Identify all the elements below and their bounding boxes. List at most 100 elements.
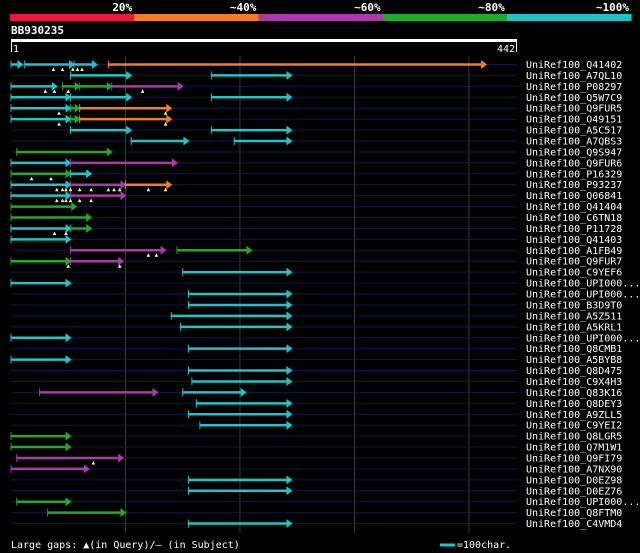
legend-label: ~60%	[354, 1, 381, 14]
hit-arrowhead	[65, 191, 72, 201]
hit-name[interactable]: UniRef100_Q41404	[526, 202, 622, 213]
hit-name[interactable]: UniRef100_Q06841	[526, 191, 622, 202]
hit-name[interactable]: UniRef100_P11728	[526, 224, 622, 235]
hit-row[interactable]: UniRef100_C9X4H3	[11, 376, 622, 388]
hit-name[interactable]: UniRef100_Q8FTM0	[526, 508, 622, 519]
hit-name[interactable]: UniRef100_C9YEF6	[526, 268, 622, 279]
hit-arrowhead	[286, 136, 293, 146]
hit-name[interactable]: UniRef100_C9YEI2	[526, 421, 622, 432]
hit-name[interactable]: UniRef100_UPI000...	[526, 290, 640, 301]
hit-name[interactable]: UniRef100_D0EZ76	[526, 486, 622, 497]
hit-row[interactable]: UniRef100_Q83K16	[11, 387, 622, 399]
hit-name[interactable]: UniRef100_Q9FUR5	[526, 104, 622, 115]
hit-name[interactable]: UniRef100_Q8CMB1	[526, 344, 622, 355]
hit-row[interactable]: UniRef100_A5C517	[11, 125, 622, 137]
hit-row[interactable]: UniRef100_A1FB49	[11, 245, 622, 257]
hit-name[interactable]: UniRef100_A7QL10	[526, 71, 622, 82]
hit-row[interactable]: UniRef100_A7QBS3	[11, 136, 622, 148]
hit-name[interactable]: UniRef100_A1FB49	[526, 246, 622, 257]
hit-name[interactable]: UniRef100_Q8DEY3	[526, 399, 622, 410]
hit-arrowhead	[65, 169, 72, 179]
hit-arrowhead	[91, 60, 98, 69]
hit-name[interactable]: UniRef100_C4VMD4	[526, 519, 622, 530]
hit-name[interactable]: UniRef100_Q41403	[526, 235, 622, 246]
query-gap-marker	[54, 187, 59, 192]
query-gap-marker	[117, 187, 122, 192]
hit-row[interactable]: UniRef100_O49151	[10, 114, 622, 126]
query-ruler: BB930235 1 442	[11, 24, 517, 55]
hit-name[interactable]: UniRef100_A5KRL1	[526, 322, 622, 333]
hit-name[interactable]: UniRef100_A5C517	[526, 126, 622, 137]
query-gap-marker	[43, 89, 48, 93]
hit-row[interactable]: UniRef100_C9YEI2	[11, 420, 622, 432]
hit-row[interactable]: UniRef100_C6TN18	[10, 213, 622, 224]
hit-name[interactable]: UniRef100_Q8LGR5	[526, 432, 622, 443]
hit-name[interactable]: UniRef100_UPI000...	[526, 497, 640, 508]
hit-row[interactable]: UniRef100_A5BYB8	[10, 355, 622, 366]
hit-name[interactable]: UniRef100_Q9FUR6	[526, 158, 622, 169]
hit-row[interactable]: UniRef100_C9YEF6	[11, 267, 622, 279]
hit-name[interactable]: UniRef100_A7QBS3	[526, 137, 622, 148]
hit-name[interactable]: UniRef100_Q9FI79	[526, 453, 622, 464]
hit-row[interactable]: UniRef100_P16329	[10, 169, 622, 181]
hit-row[interactable]: UniRef100_Q8LGR5	[10, 431, 622, 443]
hit-row[interactable]: UniRef100_Q7M1W1	[10, 442, 622, 454]
hit-row[interactable]: UniRef100_A5Z511	[11, 311, 622, 322]
hit-row[interactable]: UniRef100_UPI000...	[11, 289, 640, 301]
hit-row[interactable]: UniRef100_Q8D475	[11, 366, 622, 377]
large-gaps-legend: Large gaps: ▲(in Query)/‒ (in Subject)	[11, 540, 240, 551]
hit-row[interactable]: UniRef100_Q8DEY3	[11, 398, 622, 410]
hit-row[interactable]: UniRef100_Q9FUR6	[10, 158, 622, 169]
hit-row[interactable]: UniRef100_P93237	[10, 180, 622, 192]
hit-row[interactable]: UniRef100_A7NX90	[10, 464, 622, 475]
hit-row[interactable]: UniRef100_Q9S947	[11, 147, 622, 158]
hit-name[interactable]: UniRef100_P93237	[526, 180, 622, 191]
hit-name[interactable]: UniRef100_Q9S947	[526, 147, 622, 158]
hit-name[interactable]: UniRef100_C6TN18	[526, 213, 622, 224]
hit-row[interactable]: UniRef100_Q41404	[10, 202, 622, 213]
hit-name[interactable]: UniRef100_O49151	[526, 115, 622, 126]
hit-row[interactable]: UniRef100_Q9FUR5	[10, 103, 622, 115]
query-gap-marker	[146, 253, 151, 257]
hit-name[interactable]: UniRef100_A5Z511	[526, 311, 622, 322]
hit-row[interactable]: UniRef100_Q41402	[10, 60, 622, 71]
hit-row[interactable]: UniRef100_UPI000...	[10, 333, 640, 344]
hit-row[interactable]: UniRef100_UPI000...	[10, 278, 640, 290]
hit-name[interactable]: UniRef100_Q83K16	[526, 388, 622, 399]
hit-name[interactable]: UniRef100_A5BYB8	[526, 355, 622, 366]
hit-row[interactable]: UniRef100_Q06841	[10, 191, 622, 203]
hit-row[interactable]: UniRef100_A7QL10	[11, 70, 622, 82]
hit-row[interactable]: UniRef100_Q9FI79	[11, 453, 622, 465]
hit-row[interactable]: UniRef100_B3D9T0	[11, 300, 622, 311]
hit-name[interactable]: UniRef100_Q9FUR7	[526, 257, 622, 268]
hit-row[interactable]: UniRef100_A5KRL1	[11, 322, 622, 333]
hit-name[interactable]: UniRef100_Q41402	[526, 60, 622, 71]
hit-arrowhead	[286, 409, 293, 419]
hit-row[interactable]: UniRef100_A9ZLL5	[11, 409, 622, 421]
hit-name[interactable]: UniRef100_Q5W7C9	[526, 93, 622, 104]
hit-name[interactable]: UniRef100_A7NX90	[526, 464, 622, 475]
hit-row[interactable]: UniRef100_Q8FTM0	[11, 508, 622, 519]
hit-name[interactable]: UniRef100_P08297	[526, 82, 622, 93]
hit-row[interactable]: UniRef100_Q5W7C9	[10, 92, 622, 104]
hit-row[interactable]: UniRef100_D0EZ98	[11, 475, 622, 486]
hit-row[interactable]: UniRef100_D0EZ76	[11, 486, 622, 497]
hit-name[interactable]: UniRef100_P16329	[526, 169, 622, 180]
hit-row[interactable]: UniRef100_UPI000...	[11, 497, 640, 508]
hit-arrowhead	[65, 114, 72, 124]
hit-row[interactable]: UniRef100_C4VMD4	[11, 519, 622, 530]
hit-name[interactable]: UniRef100_UPI000...	[526, 279, 640, 290]
hit-name[interactable]: UniRef100_UPI000...	[526, 333, 640, 344]
hit-row[interactable]: UniRef100_P11728	[10, 223, 622, 235]
hit-row[interactable]: UniRef100_Q9FUR7	[10, 256, 622, 268]
hit-row[interactable]: UniRef100_Q8CMB1	[11, 344, 622, 355]
hit-row[interactable]: UniRef100_Q41403	[10, 234, 622, 246]
hit-name[interactable]: UniRef100_Q7M1W1	[526, 443, 622, 454]
hit-name[interactable]: UniRef100_Q8D475	[526, 366, 622, 377]
query-gap-marker	[89, 187, 93, 192]
hit-row[interactable]: UniRef100_P08297	[10, 81, 622, 93]
hit-name[interactable]: UniRef100_A9ZLL5	[526, 410, 622, 421]
hit-name[interactable]: UniRef100_B3D9T0	[526, 300, 622, 311]
hit-name[interactable]: UniRef100_D0EZ98	[526, 475, 622, 486]
hit-name[interactable]: UniRef100_C9X4H3	[526, 377, 622, 388]
